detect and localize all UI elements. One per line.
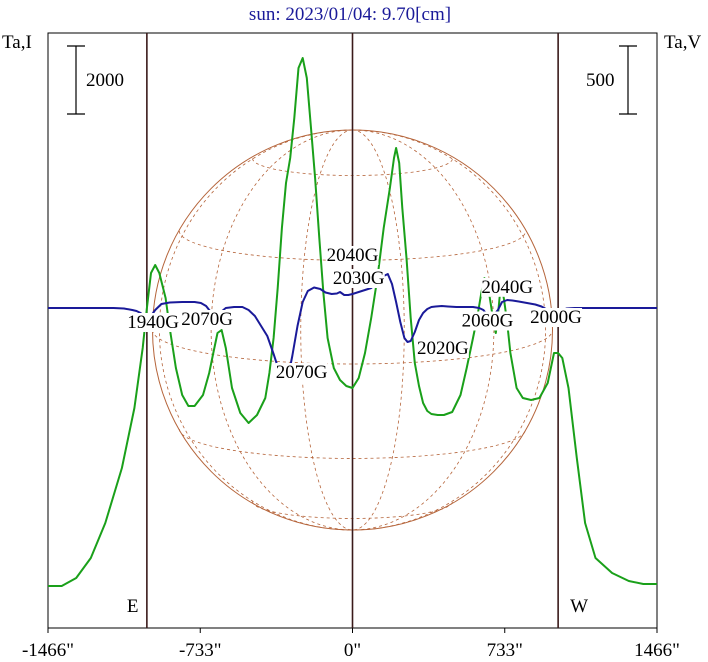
left-scale-bar: 2000 [67,45,124,115]
longitude-line [210,129,353,531]
annotation-bg [461,311,514,331]
longitude-line [158,129,353,531]
x-axis: -1466" -733" 0" 733" 1466" [22,628,680,661]
latitude-line [152,329,553,365]
longitude-line [352,129,495,531]
limb-label: W [570,596,588,617]
annotation-label: 1940G [127,312,179,333]
annotation-label: 2000G [530,307,582,328]
annotation-bg [127,313,180,332]
left-axis-label: Ta,I [2,32,32,53]
right-scale-label: 500 [586,70,615,91]
annotation-bg [326,246,379,265]
latitude-line [178,230,527,261]
x-tick-label: 733" [487,640,523,661]
annotation-label: 2020G [417,338,469,359]
x-tick-label: 0" [344,640,361,661]
chart-title: sun: 2023/01/04: 9.70[cm] [249,4,451,25]
annotation-bg [416,339,469,358]
left-scale-label: 2000 [86,70,124,91]
annotation-bg [481,277,534,297]
limb-label: E [127,596,139,617]
annotation-bg [530,308,583,327]
annotation-label: 2040G [481,277,533,298]
annotation-label: 2030G [333,268,385,289]
annotation-label: 2060G [462,311,514,332]
longitude-line [352,129,405,531]
annotation-bg [181,310,234,329]
x-tick-label: -733" [179,640,222,661]
annotation-bg [332,269,385,288]
right-axis-label: Ta,V [664,32,701,53]
annotation-label: 2070G [181,309,233,330]
annotation-label: 2040G [327,245,379,266]
annotation-label: 2070G [276,362,328,383]
x-tick-label: -1466" [22,640,74,661]
green-series-line [48,57,657,587]
latitude-line [178,428,527,459]
x-tick-label: 1466" [634,640,680,661]
annotation-bg [275,363,328,382]
right-scale-bar: 500 [586,45,637,115]
longitude-line [352,129,547,531]
